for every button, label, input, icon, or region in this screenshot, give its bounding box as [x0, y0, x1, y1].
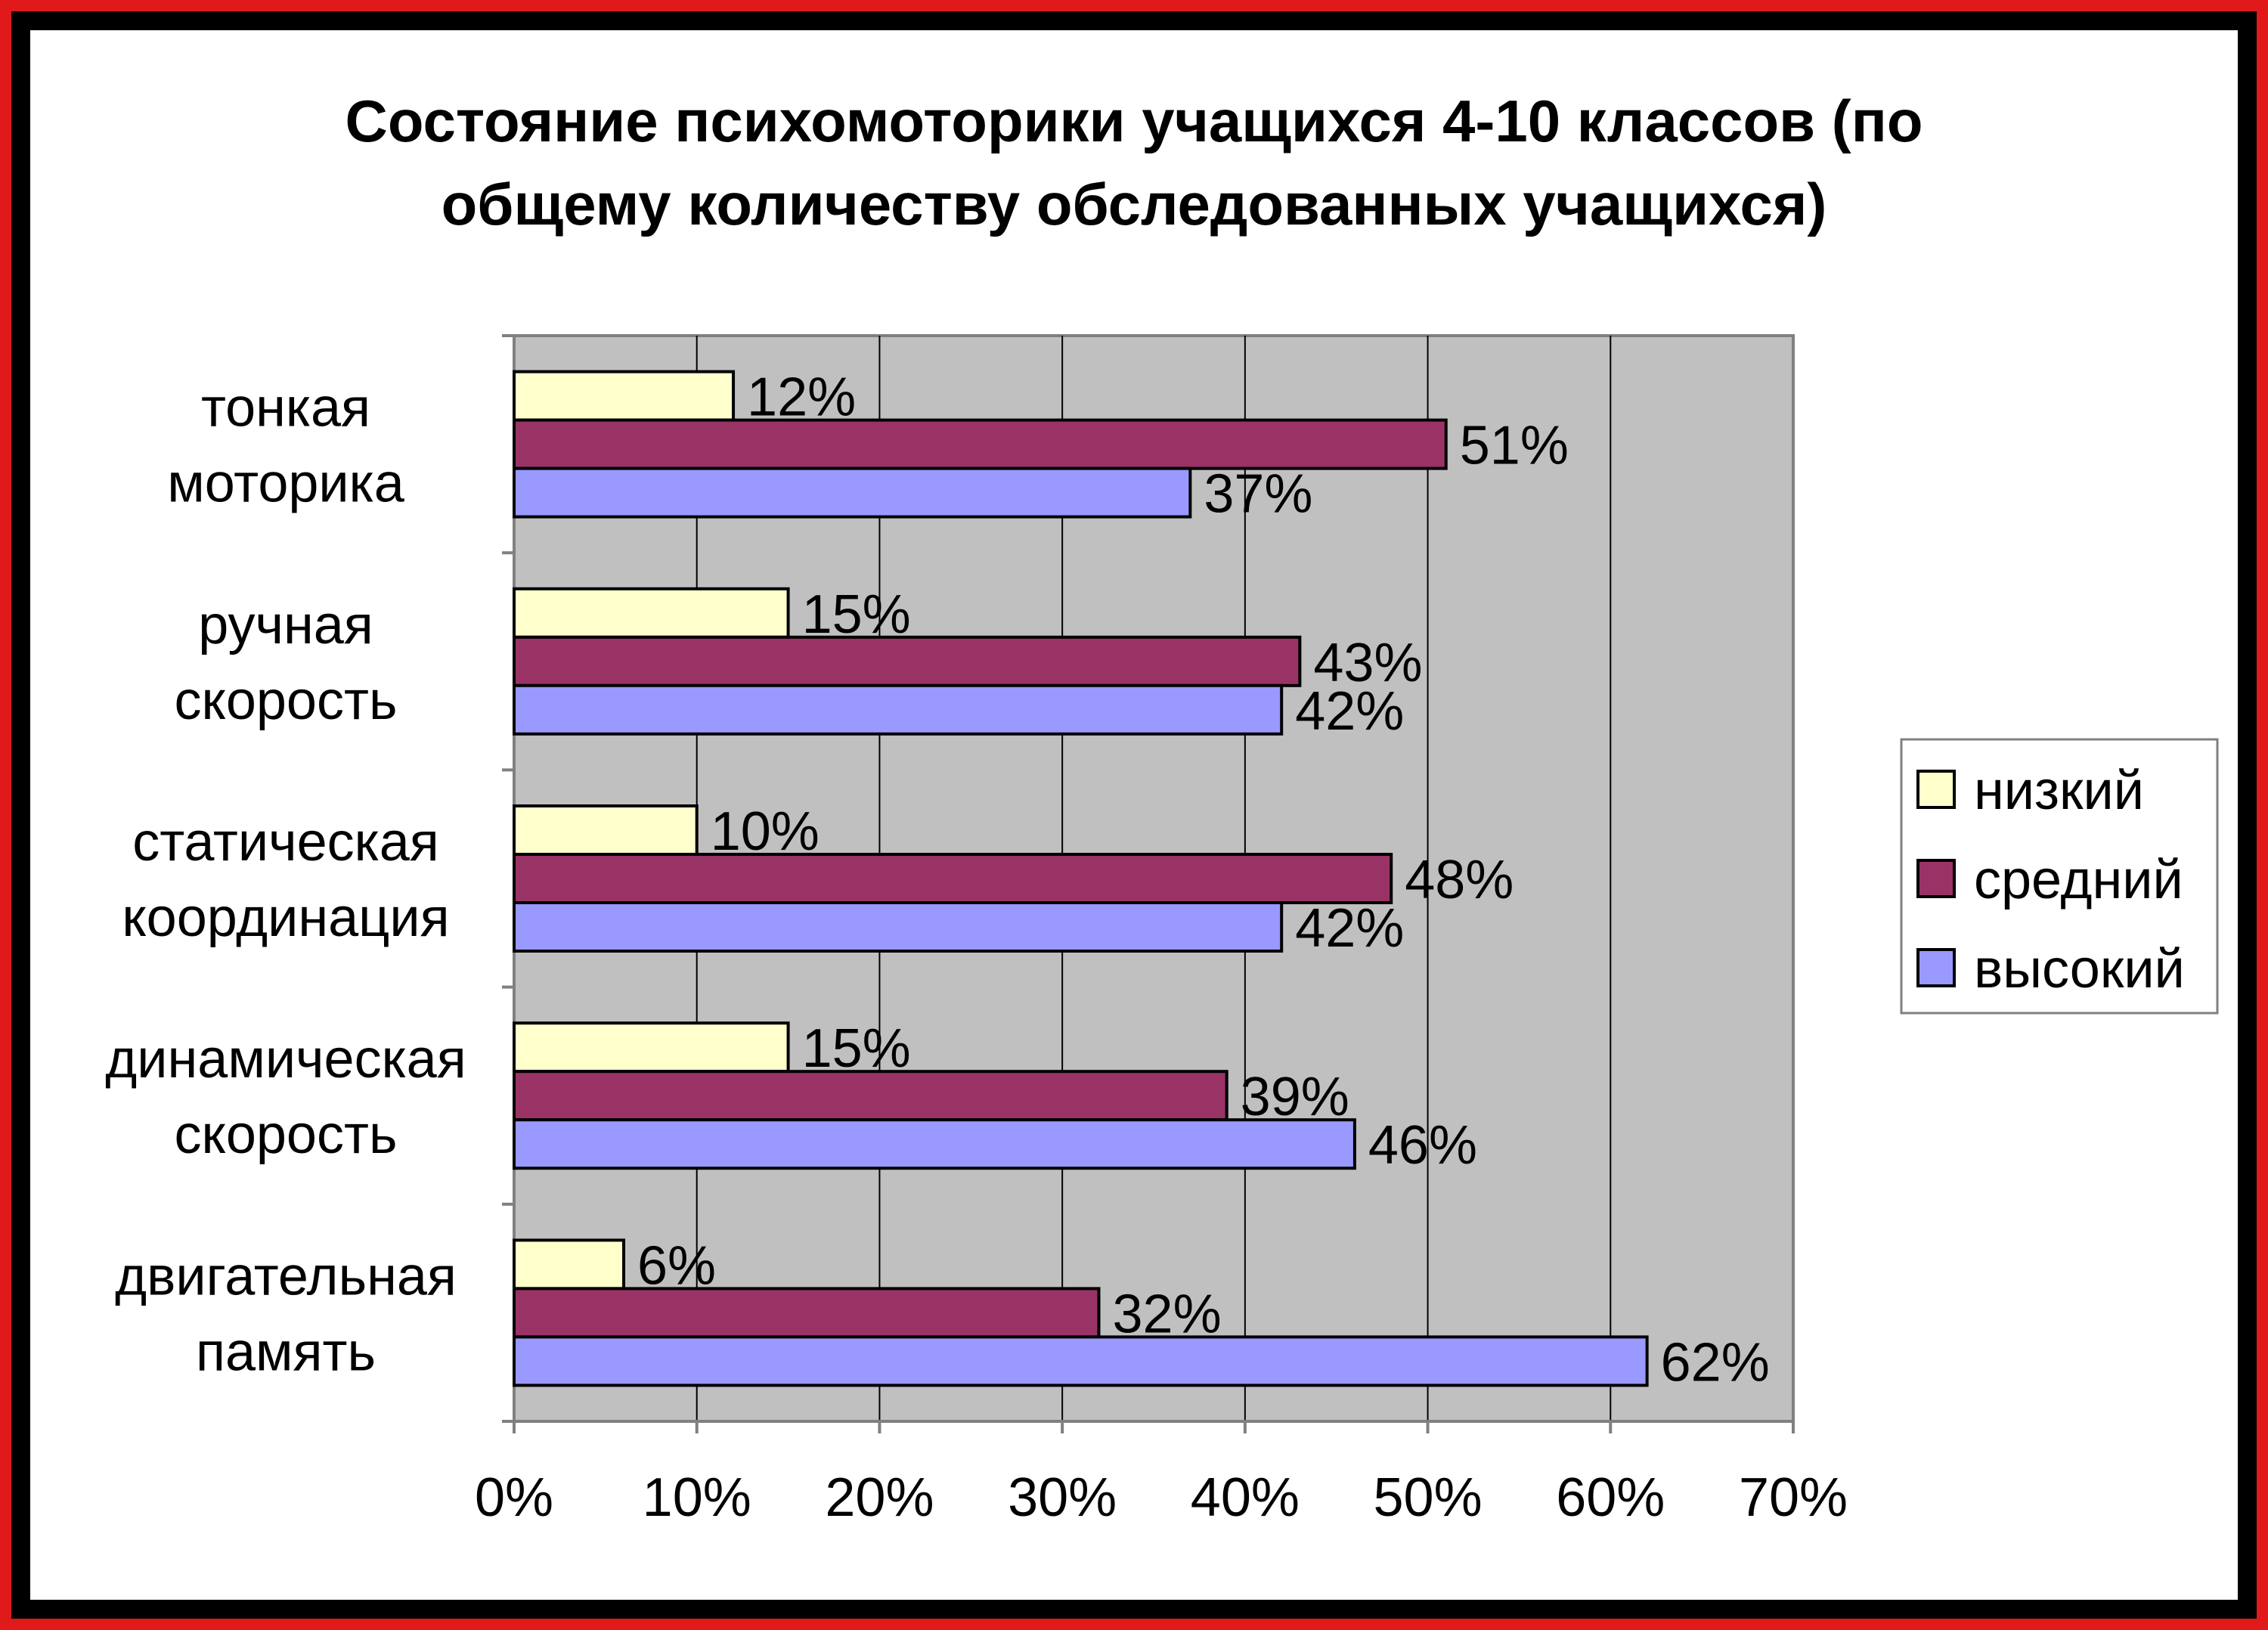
data-label: 6% — [637, 1235, 716, 1296]
data-label: 37% — [1204, 464, 1312, 525]
legend-label: высокий — [1974, 939, 2185, 999]
data-label: 39% — [1241, 1067, 1349, 1127]
x-tick-label: 30% — [1008, 1467, 1117, 1528]
data-label: 42% — [1295, 681, 1404, 742]
bar-высокий — [513, 1118, 1356, 1170]
data-label: 42% — [1295, 898, 1404, 959]
chart-title-line-2: общему количеству обследованных учащихся… — [441, 171, 1827, 237]
legend-swatch — [1916, 770, 1956, 809]
bar-высокий — [513, 901, 1284, 953]
category-label: двигательная — [115, 1246, 457, 1306]
chart-title-line-1: Состояние психомоторики учащихся 4-10 кл… — [345, 88, 1923, 154]
data-label: 32% — [1112, 1284, 1221, 1344]
data-label: 43% — [1313, 633, 1422, 693]
category-label: память — [196, 1322, 376, 1382]
legend-label: средний — [1974, 850, 2183, 910]
category-label: скорость — [175, 1105, 398, 1165]
x-tick-label: 70% — [1739, 1467, 1848, 1528]
x-tick-label: 60% — [1556, 1467, 1665, 1528]
legend-label: низкий — [1974, 761, 2144, 821]
bar-средний — [513, 635, 1302, 687]
category-label: статическая — [132, 812, 439, 872]
category-label: координация — [122, 888, 449, 948]
bar-высокий — [513, 466, 1192, 519]
category-label: ручная — [198, 595, 373, 655]
data-label: 10% — [711, 801, 820, 862]
category-label: моторика — [167, 454, 405, 514]
bar-низкий — [513, 370, 736, 422]
category-label: тонкая — [201, 378, 370, 438]
data-label: 46% — [1368, 1115, 1477, 1176]
data-label: 48% — [1405, 850, 1514, 910]
x-tick-label: 10% — [643, 1467, 751, 1528]
legend-swatch — [1916, 859, 1956, 898]
bar-высокий — [513, 1335, 1649, 1387]
bar-низкий — [513, 587, 790, 639]
x-tick-label: 50% — [1374, 1467, 1483, 1528]
bar-средний — [513, 1070, 1228, 1122]
x-tick-label: 40% — [1191, 1467, 1300, 1528]
legend-swatch — [1916, 948, 1956, 987]
data-label: 62% — [1661, 1332, 1770, 1393]
x-tick-label: 20% — [825, 1467, 934, 1528]
bar-средний — [513, 853, 1393, 904]
x-tick-label: 0% — [475, 1467, 553, 1528]
bar-высокий — [513, 683, 1284, 736]
bar-низкий — [513, 804, 699, 856]
bar-низкий — [513, 1021, 790, 1074]
data-label: 51% — [1460, 416, 1569, 476]
category-label: динамическая — [105, 1029, 466, 1089]
bar-низкий — [513, 1238, 626, 1291]
bar-средний — [513, 1287, 1101, 1339]
data-label: 12% — [747, 367, 856, 428]
bar-средний — [513, 418, 1448, 470]
data-label: 15% — [802, 1018, 911, 1079]
data-label: 15% — [802, 584, 911, 645]
chart-title: Состояние психомоторики учащихся 4-10 кл… — [0, 79, 2268, 246]
category-label: скорость — [175, 671, 398, 731]
